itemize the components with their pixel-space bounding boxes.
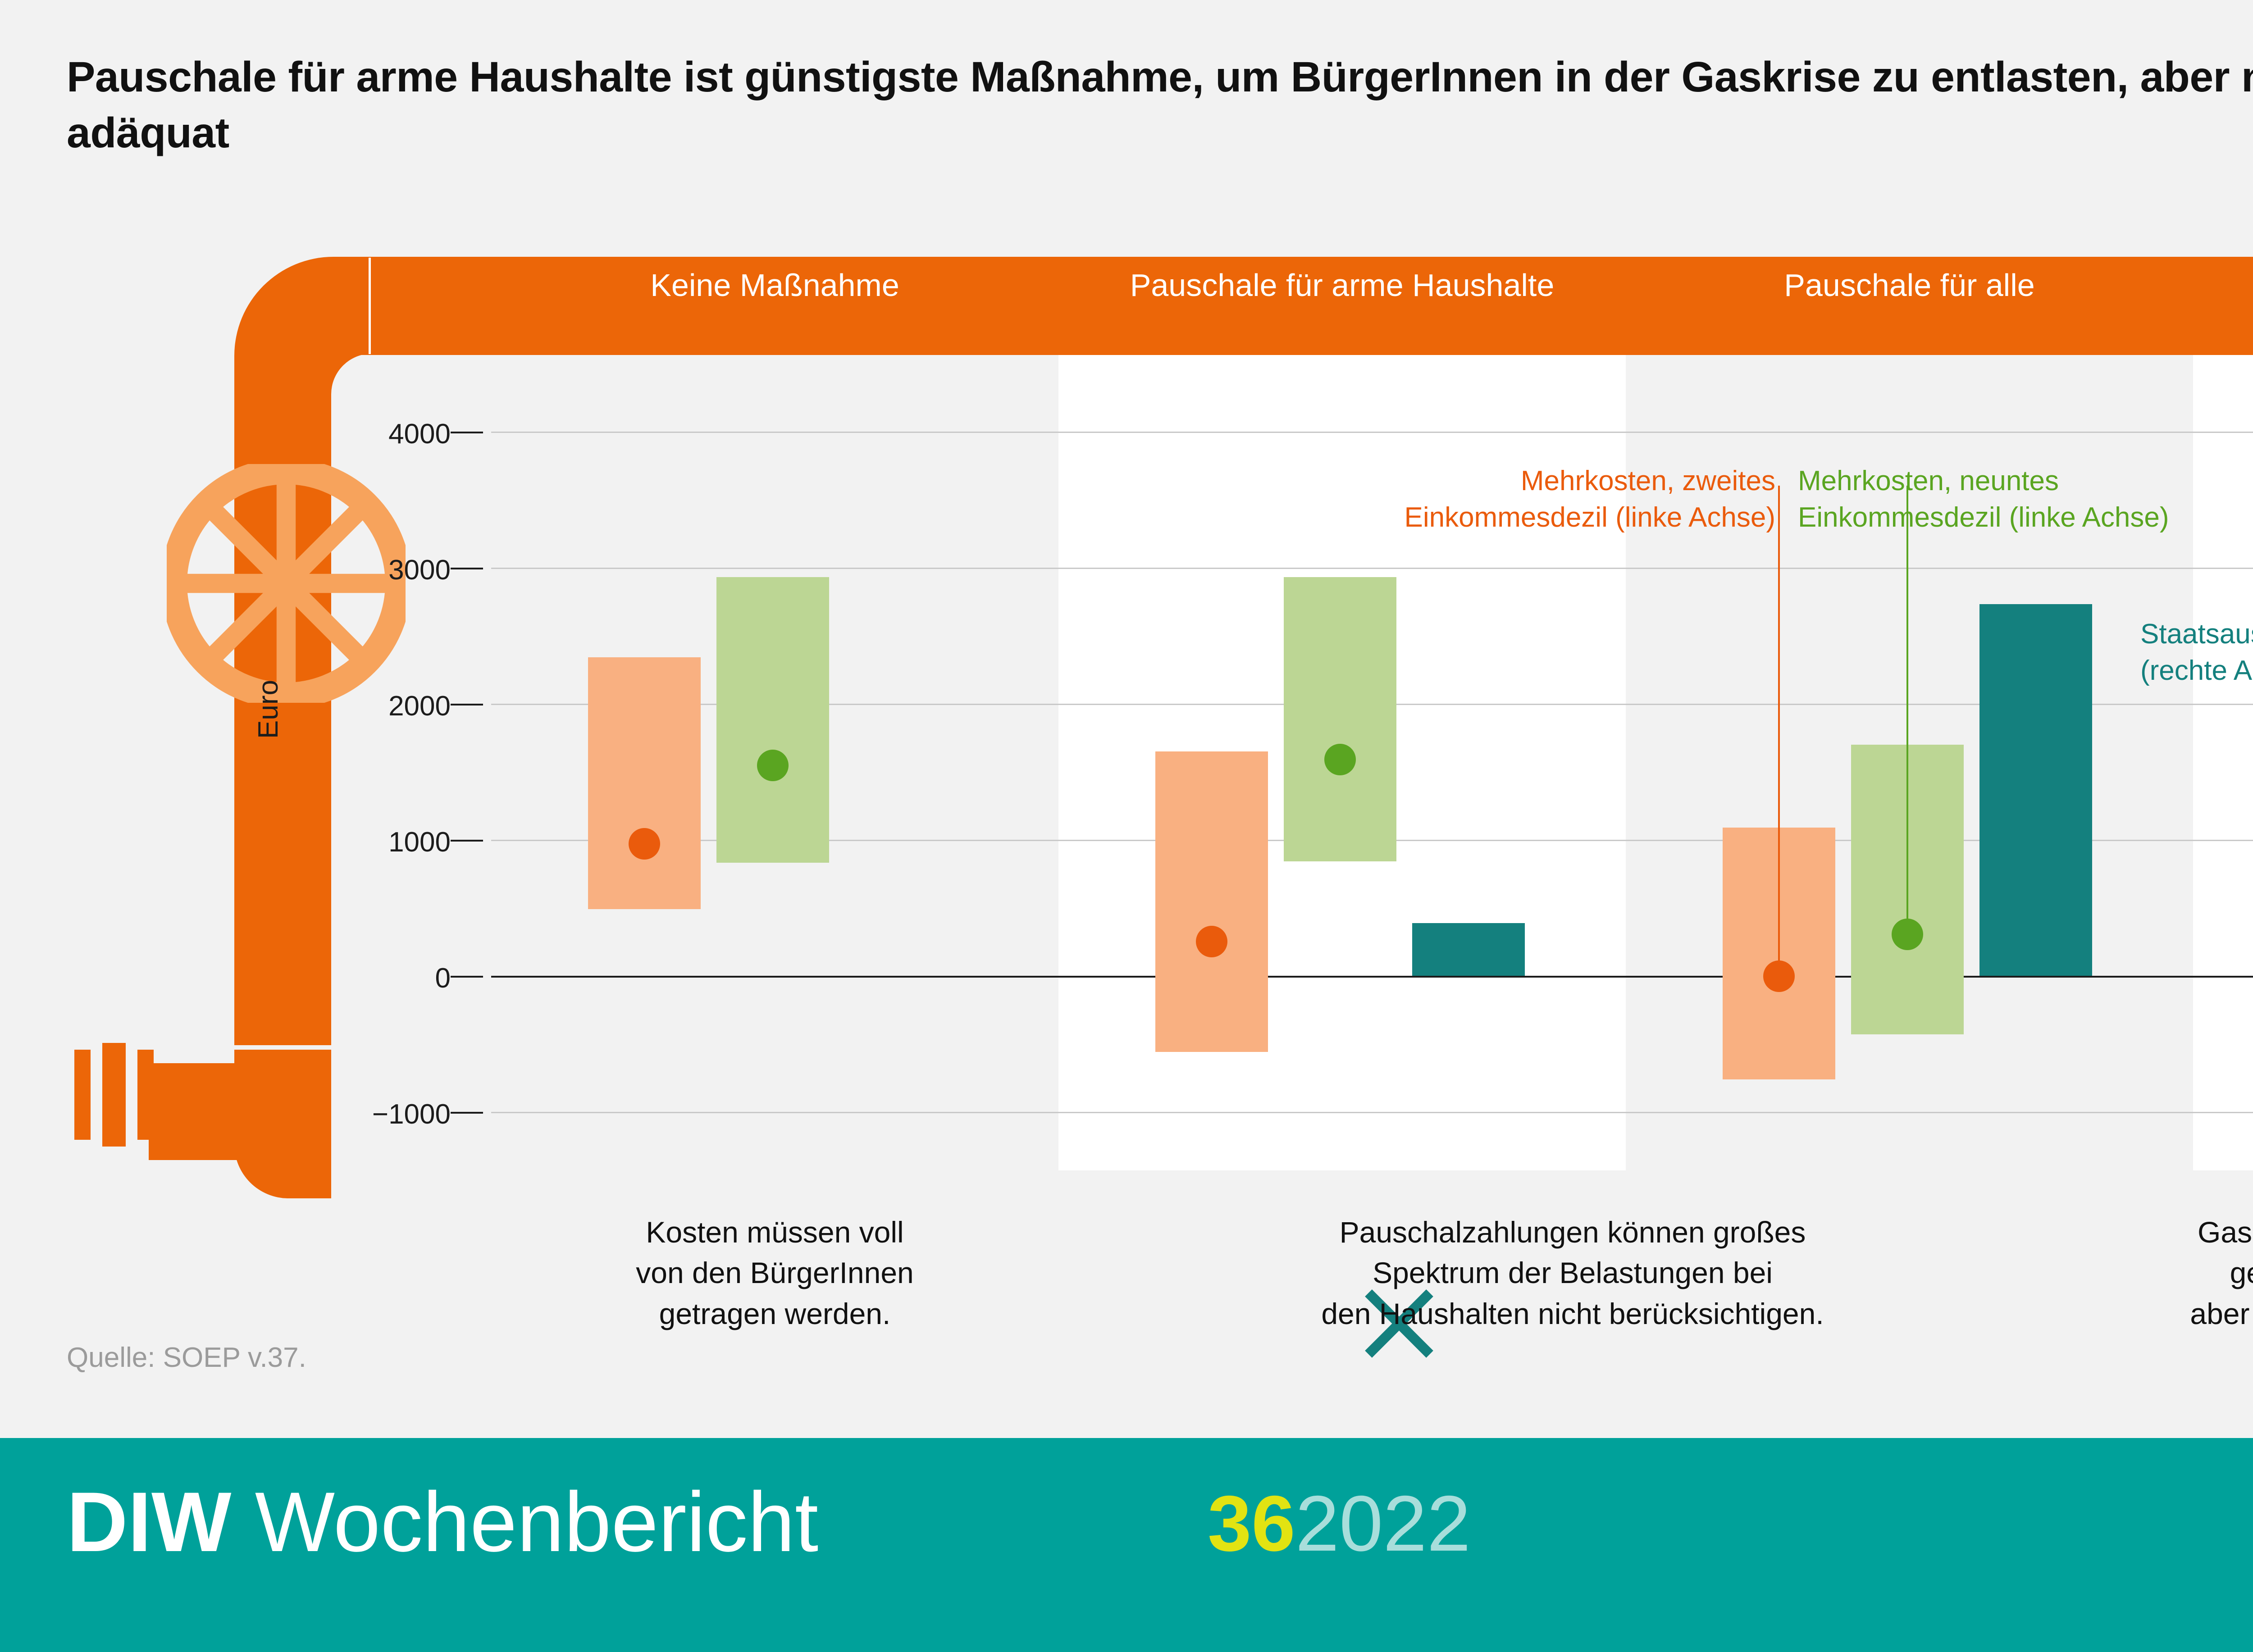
no-state-spending-cross-icon [1361, 1285, 1437, 1362]
legend-label-orange: Mehrkosten, zweites Einkommesdezil (link… [1404, 465, 1775, 533]
median-dot-orange [1196, 926, 1227, 957]
tick-mark [451, 840, 483, 842]
category-header-bar [360, 257, 2253, 355]
footer-issue-year: 2022 [1295, 1480, 1471, 1568]
legend-label-teal: Staatsausgaben (rechte Achse) [2140, 619, 2253, 686]
bar-state-spending [1412, 923, 1525, 976]
ytick-left-2000: 2000 [388, 691, 451, 722]
footer-banner: DIW Wochenbericht 362022 DIW BERLIN [0, 1438, 2253, 1652]
bar-range-orange [588, 657, 701, 909]
bar-range-green [1284, 577, 1396, 861]
pipe-bottom-left-horizontal [149, 1063, 261, 1160]
column-header-pauschale-fuer-alle: Pauschale für alle [1784, 268, 2035, 303]
source-note: Quelle: SOEP v.37. [67, 1342, 306, 1373]
ytick-left-4000: 4000 [388, 419, 451, 450]
tick-mark [451, 1112, 483, 1114]
footer-issue-number: 36 [1208, 1480, 1295, 1568]
median-dot-green [1324, 744, 1356, 775]
pipe-elbow-top-left-inner [331, 354, 421, 444]
y-axis-left-label: Euro [253, 680, 284, 739]
chart-plot-area: Mehrkosten, zweites Einkommesdezil (link… [491, 355, 2253, 1358]
column-header-keine-massnahme: Keine Maßnahme [650, 268, 899, 303]
ytick-left-1000: 1000 [388, 827, 451, 858]
caption-pauschalzahlungen: Pauschalzahlungen können großes Spektrum… [1321, 1215, 1824, 1330]
gridline-4000 [491, 432, 2253, 433]
footer-title-wochenbericht: Wochenbericht [231, 1475, 819, 1569]
bar-state-spending [1979, 604, 2092, 976]
ytick-left-0: 0 [435, 963, 451, 994]
gridline-minus1000 [491, 1112, 2253, 1113]
legend-leader-line-green [1906, 486, 1908, 934]
pipe-flange-icon [102, 1043, 126, 1147]
legend-leader-line-orange [1778, 486, 1780, 976]
pipe-flange-icon [137, 1050, 154, 1140]
tick-mark [451, 432, 483, 433]
page-title: Pauschale für arme Haushalte ist günstig… [67, 53, 2253, 157]
caption-keine-massnahme: Kosten müssen voll von den BürgerInnen g… [636, 1215, 914, 1330]
pipe-seam [369, 258, 371, 354]
gridline-3000 [491, 568, 2253, 569]
legend-label-green: Mehrkosten, neuntes Einkommesdezil (link… [1798, 465, 2169, 533]
median-dot-orange [629, 828, 660, 860]
caption-gaspreisgarantie: Gaspreisgarantie entlastet Haushalte gem… [2190, 1215, 2253, 1330]
gridline-zero [491, 976, 2253, 978]
column-header-gaspreisgarantie: Gaspreis- garantie [2193, 265, 2253, 350]
bar-range-orange [1155, 751, 1268, 1052]
column-header-pauschale-arme-haushalte: Pauschale für arme Haushalte [1130, 268, 1555, 303]
ytick-left-3000: 3000 [388, 555, 451, 586]
ytick-left-minus1000: −1000 [372, 1099, 451, 1130]
tick-mark [451, 704, 483, 705]
footer-title-diw: DIW [67, 1475, 232, 1569]
footer-issue: 362022 [1208, 1479, 1471, 1569]
valve-wheel-icon [167, 464, 406, 703]
tick-mark [451, 568, 483, 569]
tick-mark [451, 976, 483, 978]
pipe-flange-icon [74, 1050, 91, 1140]
footer-title: DIW Wochenbericht [67, 1473, 818, 1570]
bar-range-green [716, 577, 829, 863]
median-dot-green [757, 750, 789, 781]
category-band-4 [2193, 355, 2253, 1170]
